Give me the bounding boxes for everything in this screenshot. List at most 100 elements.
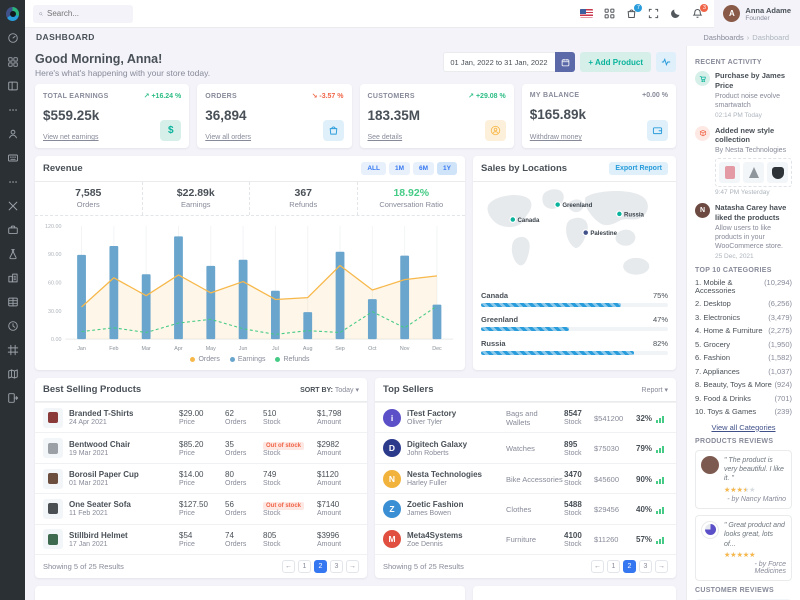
sidebar-item-clock-icon[interactable] xyxy=(6,319,19,332)
legend-item[interactable]: Earnings xyxy=(229,356,265,363)
pagination: ← 1 2 3 → xyxy=(282,560,359,573)
topbar: 7 3 A Anna Adame Founder xyxy=(25,0,800,28)
user-name: Anna Adame xyxy=(745,5,791,15)
page-button-3[interactable]: 3 xyxy=(639,560,652,573)
calendar-button[interactable] xyxy=(555,52,576,72)
sidebar-item-buildings-icon[interactable] xyxy=(6,271,19,284)
view-all-categories-link[interactable]: View all Categories xyxy=(711,422,776,432)
category-row: 3. Electronics (3,479) xyxy=(695,312,792,322)
sidebar-item-dashboards-icon[interactable] xyxy=(6,31,19,44)
stat-link[interactable]: Withdraw money xyxy=(529,134,582,141)
stat-label: CUSTOMERS xyxy=(367,92,415,100)
svg-text:Jul: Jul xyxy=(272,346,279,352)
activity-pulse-button[interactable] xyxy=(656,52,676,72)
revenue-filters: ALL 1M 6M 1Y xyxy=(358,162,457,175)
right-panel: RECENT ACTIVITY Purchase by James Price Pr… xyxy=(686,46,800,600)
sort-by-dropdown[interactable]: SORT BY: Today ▾ xyxy=(300,386,359,394)
sidebar-item-maps-icon[interactable] xyxy=(6,367,19,380)
svg-text:Russia: Russia xyxy=(624,212,645,218)
dark-mode-moon-icon[interactable] xyxy=(670,8,681,19)
revenue-card: Revenue ALL 1M 6M 1Y 7,585 Orders $22.89k Earn… xyxy=(35,156,465,370)
stat-link[interactable]: View all orders xyxy=(205,134,252,141)
product-thumb-tripod xyxy=(743,162,764,184)
revenue-filter-1m[interactable]: 1M xyxy=(388,162,411,175)
stat-value: 36,894 xyxy=(205,108,247,123)
user-circle-icon xyxy=(484,120,506,141)
sidebar-item-dots-7-icon[interactable] xyxy=(6,175,19,188)
product-review: " The product is very beautiful. I like … xyxy=(695,449,792,509)
svg-text:60.00: 60.00 xyxy=(48,280,61,286)
bag-icon xyxy=(322,120,344,141)
topbar-actions: 7 3 A Anna Adame Founder xyxy=(580,0,800,28)
trend-bars-icon xyxy=(655,534,664,545)
page-button-←[interactable]: ← xyxy=(282,560,295,573)
breadcrumb-dashboards[interactable]: Dashboards xyxy=(703,32,744,42)
best-selling-products-card: Best Selling Products SORT BY: Today ▾ B… xyxy=(35,378,367,578)
notifications-bell-icon[interactable]: 3 xyxy=(692,4,709,19)
page-button-2[interactable]: 2 xyxy=(314,560,327,573)
fullscreen-icon[interactable] xyxy=(648,8,659,19)
stat-link[interactable]: See details xyxy=(367,134,403,141)
sidebar-item-pages-icon[interactable] xyxy=(6,151,19,164)
svg-text:Feb: Feb xyxy=(109,346,118,352)
sales-by-locations-card: Sales by Locations Export Report Greenla… xyxy=(473,156,676,370)
apps-grid-icon[interactable] xyxy=(604,8,615,19)
svg-text:May: May xyxy=(206,346,216,352)
sidebar-item-advance-ui-icon[interactable] xyxy=(6,199,19,212)
search-box[interactable] xyxy=(33,4,133,23)
product-thumb-jacket xyxy=(719,162,740,184)
calendar-icon xyxy=(561,58,570,66)
sidebar-item-frame-icon[interactable] xyxy=(6,343,19,356)
stat-card: MY BALANCE +0.00 % $165.89k Withdraw money xyxy=(521,84,676,148)
report-dropdown[interactable]: Report ▾ xyxy=(641,386,668,394)
user-menu[interactable]: A Anna Adame Founder xyxy=(714,0,800,28)
stat-card: ORDERS ↘ -3.57 % 36,894 View all orders xyxy=(197,84,352,148)
legend-item[interactable]: Orders xyxy=(190,356,220,363)
sidebar-item-flask-icon[interactable] xyxy=(6,247,19,260)
activity-item: Purchase by James Price Product noise evo… xyxy=(695,71,792,119)
export-report-button[interactable]: Export Report xyxy=(609,162,668,175)
stat-link[interactable]: View net earnings xyxy=(43,134,99,141)
trend-bars-icon xyxy=(655,443,664,454)
sidebar-item-logout-icon[interactable] xyxy=(6,391,19,404)
table-row: N Nesta Technologies Harley Fuller Bike Acc… xyxy=(375,462,676,493)
revenue-filter-all[interactable]: ALL xyxy=(361,162,386,175)
sidebar-item-dots-4-icon[interactable] xyxy=(6,103,19,116)
sidebar-item-briefcase-icon[interactable] xyxy=(6,223,19,236)
svg-text:Aug: Aug xyxy=(303,346,313,352)
legend-item[interactable]: Refunds xyxy=(275,356,310,363)
stat-label: TOTAL EARNINGS xyxy=(43,92,109,100)
page-button-1[interactable]: 1 xyxy=(607,560,620,573)
page-button-←[interactable]: ← xyxy=(591,560,604,573)
cart-icon[interactable]: 7 xyxy=(626,4,643,19)
page-button-→[interactable]: → xyxy=(655,560,668,573)
category-row: 4. Home & Furniture (2,275) xyxy=(695,326,792,336)
page-button-→[interactable]: → xyxy=(346,560,359,573)
stat-value: $165.89k xyxy=(529,107,587,122)
revenue-filter-1y[interactable]: 1Y xyxy=(437,162,457,175)
partial-card xyxy=(35,586,465,600)
partial-card xyxy=(473,586,676,600)
language-flag-icon[interactable] xyxy=(580,9,594,18)
table-row: Z Zoetic Fashion James Bowen Clothes 5488 Sto… xyxy=(375,493,676,523)
sidebar-item-layouts-icon[interactable] xyxy=(6,79,19,92)
category-row: 2. Desktop (6,256) xyxy=(695,299,792,309)
sidebar-item-tables-icon[interactable] xyxy=(6,295,19,308)
dollar-icon: $ xyxy=(160,120,182,141)
page-button-1[interactable]: 1 xyxy=(298,560,311,573)
page-button-3[interactable]: 3 xyxy=(330,560,343,573)
search-input[interactable] xyxy=(47,9,127,18)
sidebar-item-apps-icon[interactable] xyxy=(6,55,19,68)
date-range-input[interactable] xyxy=(443,52,556,72)
breadcrumb-dashboard: Dashboard xyxy=(752,32,789,42)
revenue-title: Revenue xyxy=(43,163,83,174)
add-product-button[interactable]: + Add Product xyxy=(580,52,651,72)
svg-text:0.00: 0.00 xyxy=(51,337,61,343)
icon-sidebar xyxy=(0,0,25,600)
page-button-2[interactable]: 2 xyxy=(623,560,636,573)
greeting-title: Good Morning, Anna! xyxy=(35,52,163,66)
sidebar-item-logo-icon[interactable] xyxy=(6,6,19,21)
trend-bars-icon xyxy=(655,504,664,514)
sidebar-item-auth-icon[interactable] xyxy=(6,127,19,140)
revenue-filter-6m[interactable]: 6M xyxy=(413,162,435,175)
